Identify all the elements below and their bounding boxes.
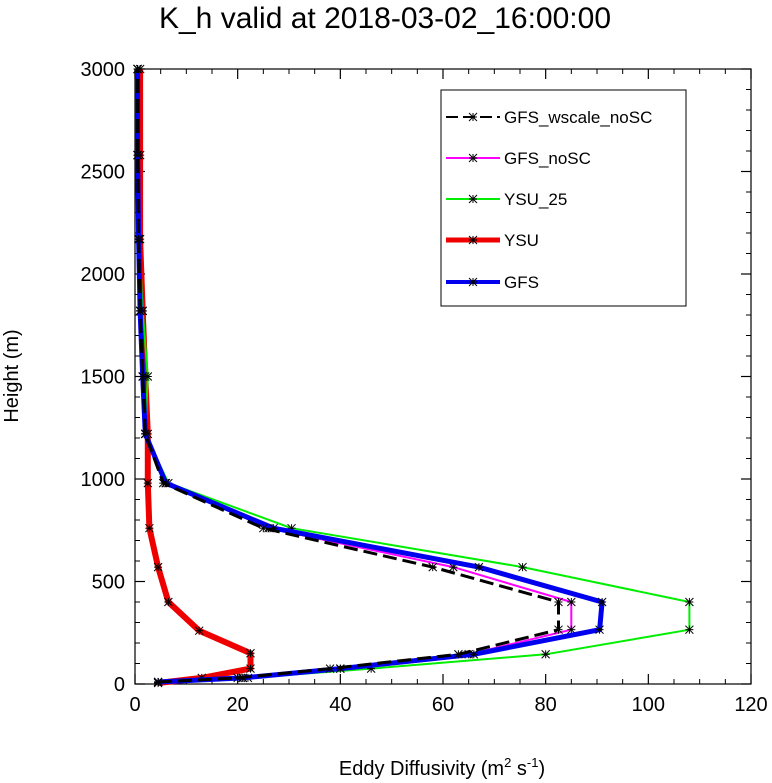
data-point-gfs-wscale-nosc bbox=[153, 677, 163, 687]
data-point-ysu bbox=[194, 626, 204, 636]
legend-label-gfs-nosc: GFS_noSC bbox=[504, 149, 591, 168]
data-point-ysu-25 bbox=[685, 597, 694, 607]
data-point-ysu bbox=[246, 648, 255, 658]
legend-label-gfs: GFS bbox=[504, 273, 539, 292]
data-point-gfs bbox=[597, 597, 607, 607]
y-tick-label: 500 bbox=[92, 572, 125, 594]
y-tick-label: 2000 bbox=[81, 264, 126, 286]
x-tick-label: 20 bbox=[227, 694, 249, 716]
x-tick-label: 0 bbox=[129, 694, 140, 716]
series-line-ysu bbox=[137, 69, 254, 686]
legend-marker-gfs-wscale-nosc bbox=[468, 112, 478, 122]
data-point-gfs-wscale-nosc bbox=[133, 64, 142, 74]
legend-marker-ysu bbox=[468, 235, 478, 245]
series-line-gfs-wscale-nosc bbox=[136, 69, 560, 684]
data-point-gfs-wscale-nosc bbox=[133, 150, 142, 160]
data-point-gfs-wscale-nosc bbox=[325, 664, 335, 673]
data-point-ysu-25 bbox=[518, 562, 527, 572]
data-point-gfs-wscale-nosc bbox=[428, 562, 438, 572]
data-point-ysu bbox=[143, 478, 153, 488]
data-point-gfs bbox=[474, 562, 484, 572]
data-point-gfs-wscale-nosc bbox=[554, 625, 563, 635]
data-point-gfs-wscale-nosc bbox=[158, 478, 168, 488]
x-tick-label: 120 bbox=[734, 694, 767, 716]
y-tick-label: 0 bbox=[114, 674, 125, 696]
data-point-ysu-25 bbox=[541, 649, 551, 659]
legend-label-ysu: YSU bbox=[504, 231, 539, 250]
y-tick-label: 3000 bbox=[81, 59, 126, 81]
data-point-ysu bbox=[246, 664, 255, 673]
x-axis: 0 20 40 60 80 100 120 bbox=[129, 69, 768, 716]
legend-marker-ysu-25 bbox=[468, 194, 478, 204]
data-point-gfs-wscale-nosc bbox=[258, 523, 268, 533]
data-point-ysu bbox=[153, 562, 163, 572]
y-tick-label: 1000 bbox=[81, 469, 126, 491]
x-tick-label: 80 bbox=[535, 694, 557, 716]
y-axis-label: Height (m) bbox=[1, 329, 23, 422]
x-tick-label: 60 bbox=[432, 694, 454, 716]
data-point-gfs-wscale-nosc bbox=[554, 597, 563, 607]
x-tick-label: 40 bbox=[329, 694, 351, 716]
data-point-gfs-wscale-nosc bbox=[134, 234, 143, 244]
data-point-gfs-wscale-nosc bbox=[454, 649, 463, 659]
data-point-gfs bbox=[595, 625, 604, 635]
legend: GFS_wscale_noSC GFS_noSC YSU_25 YSU GFS bbox=[440, 89, 687, 307]
data-point-gfs bbox=[469, 649, 479, 659]
y-tick-label: 1500 bbox=[81, 367, 126, 389]
chart-title: K_h valid at 2018-03-02_16:00:00 bbox=[159, 2, 611, 35]
legend-marker-gfs-nosc bbox=[468, 153, 478, 163]
x-tick-label: 100 bbox=[632, 694, 665, 716]
series-layer bbox=[133, 64, 694, 688]
y-axis: 0 500 1000 1500 2000 2500 3000 bbox=[81, 59, 751, 696]
data-point-gfs-wscale-nosc bbox=[140, 429, 150, 439]
x-axis-label: Eddy Diffusivity (m2 s-1) bbox=[339, 755, 545, 780]
data-point-gfs-wscale-nosc bbox=[138, 372, 148, 381]
data-point-gfs-nosc bbox=[566, 597, 576, 607]
data-point-gfs-wscale-nosc bbox=[135, 306, 145, 316]
y-tick-label: 2500 bbox=[81, 162, 126, 184]
data-point-gfs-wscale-nosc bbox=[233, 673, 243, 683]
legend-label-gfs-wscale-nosc: GFS_wscale_noSC bbox=[504, 108, 652, 127]
legend-marker-gfs bbox=[468, 277, 478, 287]
data-point-ysu bbox=[164, 597, 173, 607]
legend-label-ysu-25: YSU_25 bbox=[504, 190, 567, 209]
data-point-ysu bbox=[145, 523, 154, 533]
data-point-ysu-25 bbox=[685, 625, 694, 635]
